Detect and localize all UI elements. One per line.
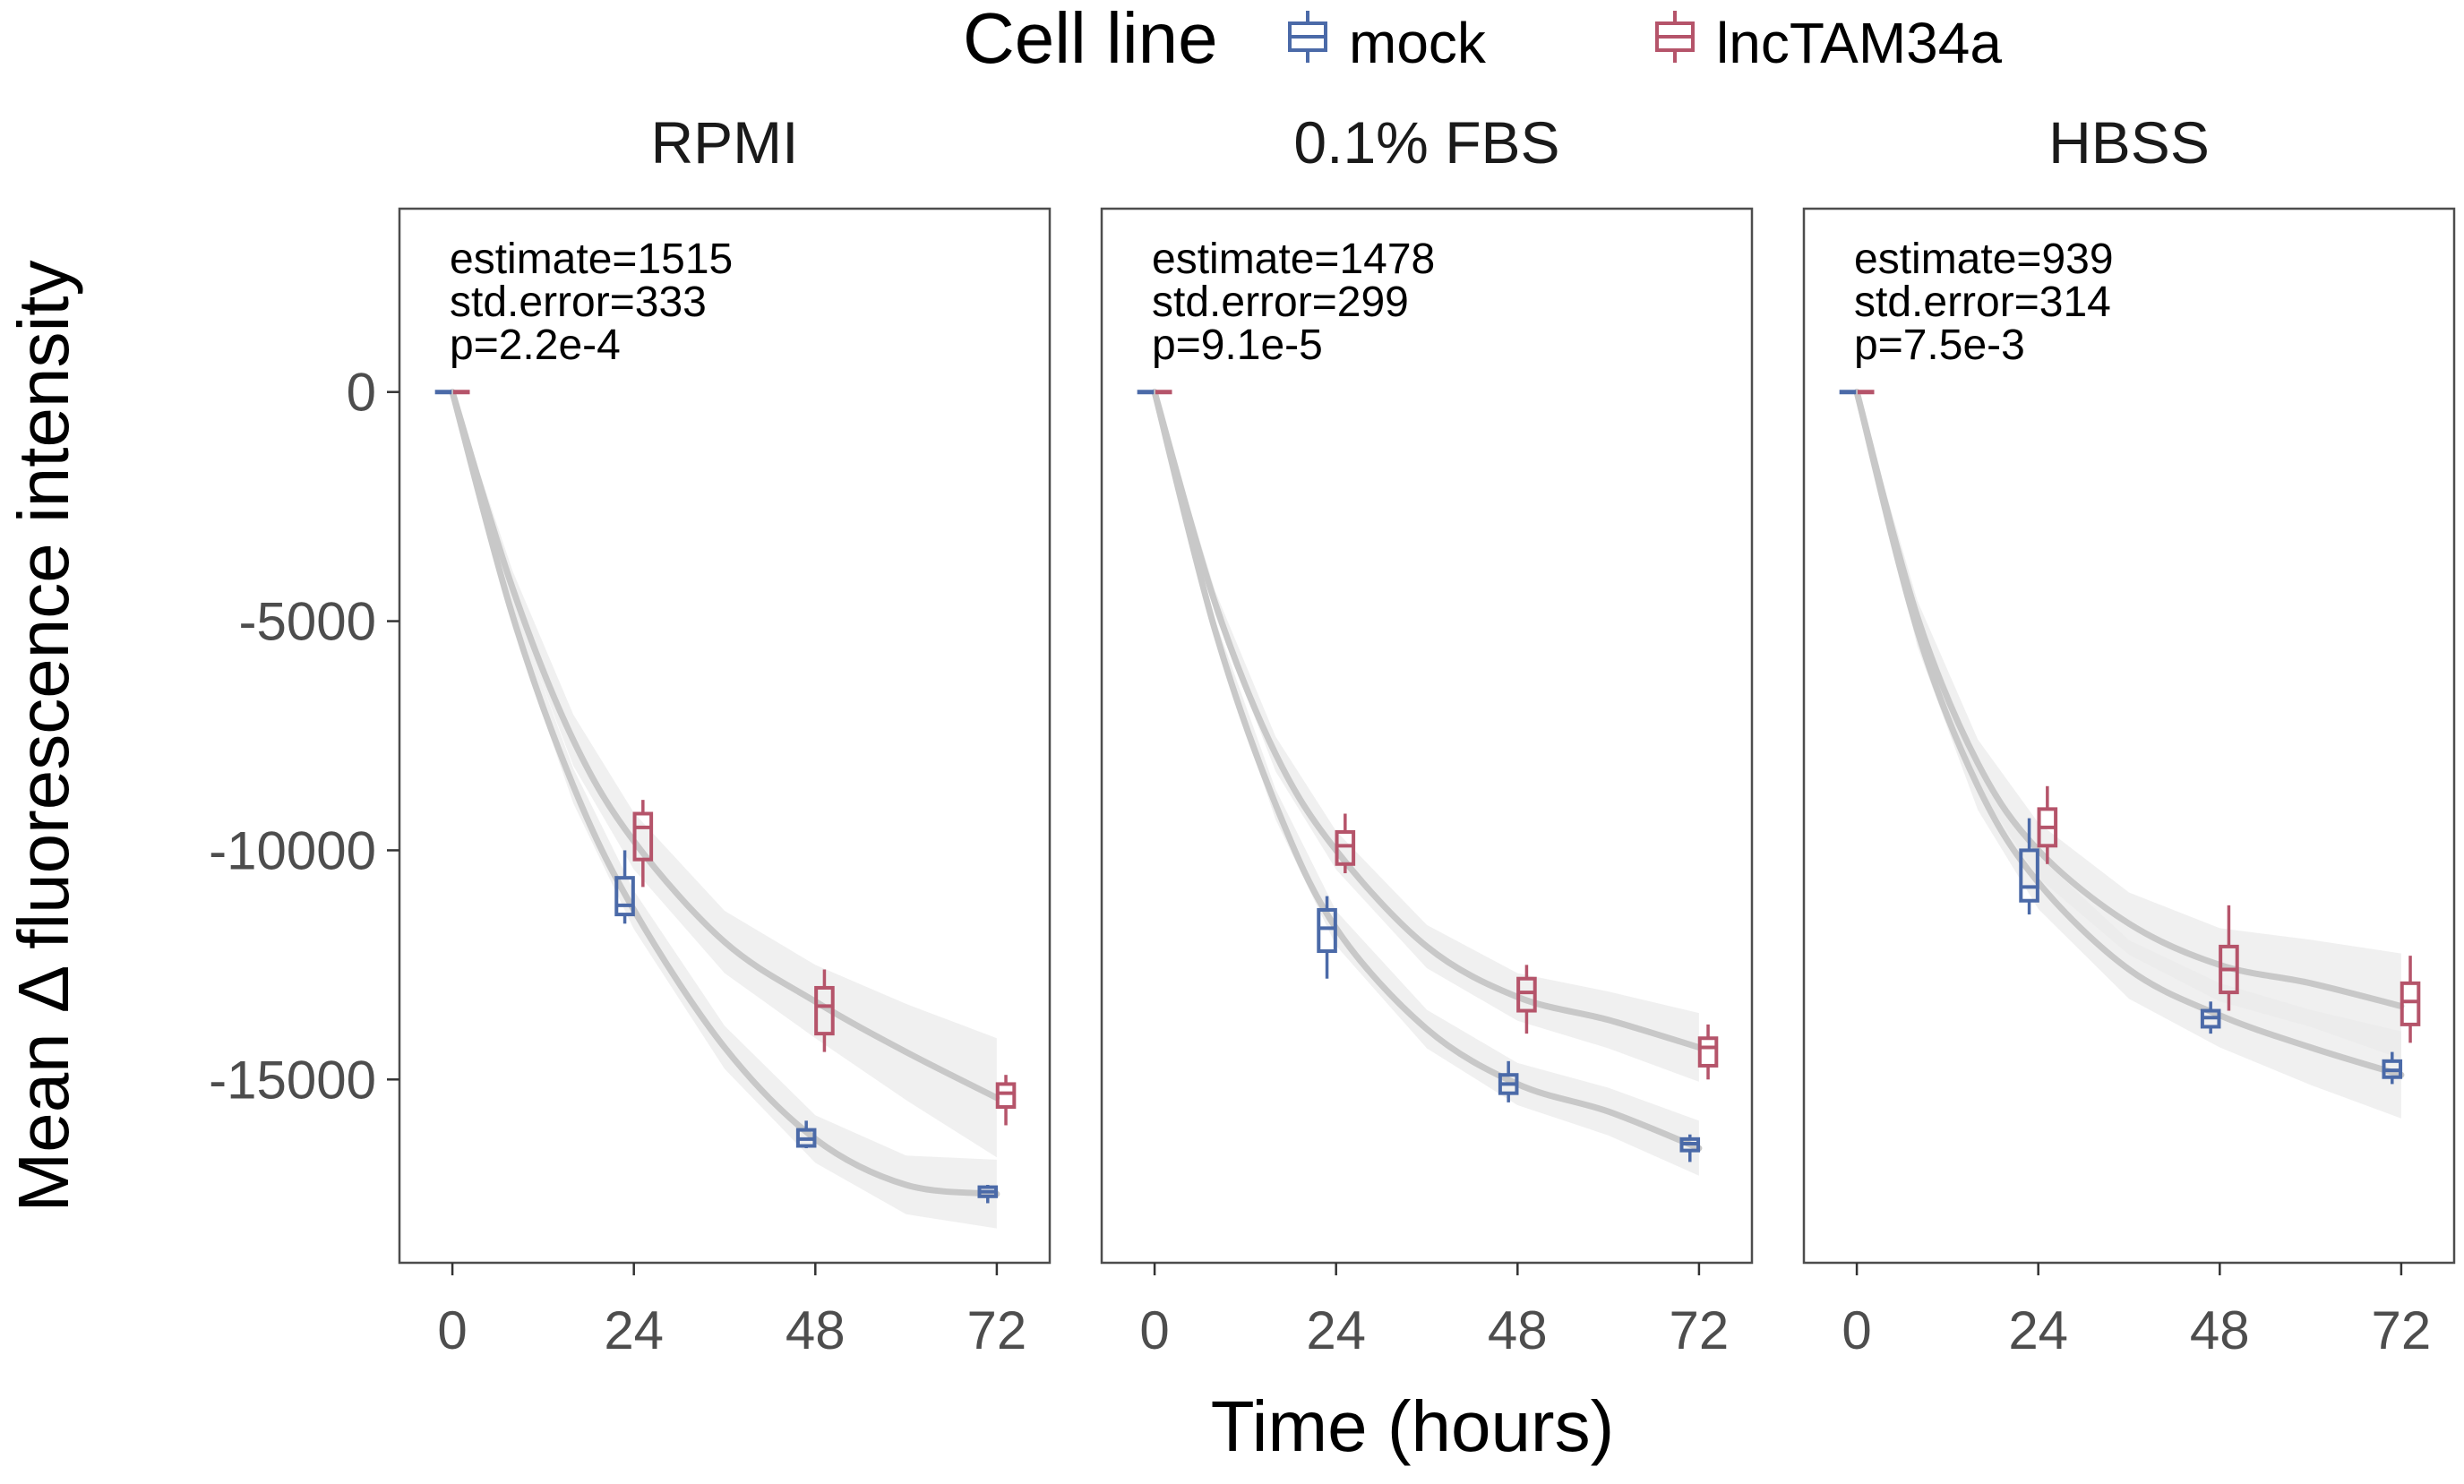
x-axis-title: Time (hours) — [1211, 1386, 1614, 1466]
box-mock-72 — [977, 1185, 999, 1204]
panel-1: 0.1% FBS estimate=1478std.error=299p=9.1e… — [1100, 109, 1754, 1360]
legend: Cell line mock lncTAM34a — [963, 0, 2002, 78]
box-mock-24 — [2019, 818, 2039, 915]
x-tick-label: 48 — [786, 1300, 846, 1360]
box-body — [614, 876, 635, 917]
legend-item-lncTAM34a: lncTAM34a — [1655, 11, 2002, 75]
box-body — [1697, 1036, 1719, 1068]
legend-title: Cell line — [963, 0, 1218, 78]
fit-line-lncTAM34a — [449, 389, 1000, 1102]
box-mock-24 — [614, 850, 635, 924]
x-tick-label: 72 — [1670, 1300, 1730, 1360]
facet-title: RPMI — [651, 109, 799, 176]
box-lncTAM34a-72 — [2400, 956, 2421, 1043]
box-mock-48 — [2200, 1001, 2221, 1034]
annotation-line-1: std.error=299 — [1152, 279, 1409, 326]
legend-label: mock — [1349, 11, 1487, 75]
box-lncTAM34a-72 — [995, 1075, 1017, 1126]
x-tick-label: 0 — [437, 1300, 467, 1360]
box-mock-48 — [795, 1120, 817, 1149]
y-tick-label: -5000 — [239, 592, 376, 652]
x-tick-label: 24 — [1306, 1300, 1366, 1360]
x-tick-label: 72 — [967, 1300, 1027, 1360]
box-body — [1335, 829, 1356, 866]
box-lncTAM34a-24 — [1335, 813, 1356, 874]
box-body — [1317, 907, 1337, 954]
y-tick-label: 0 — [347, 363, 376, 423]
panel-border — [1100, 207, 1754, 1265]
box-body — [632, 811, 654, 862]
annotation-line-2: p=2.2e-4 — [450, 322, 621, 369]
annotation-line-0: estimate=1515 — [450, 236, 733, 283]
box-mock-24 — [1317, 896, 1337, 979]
x-tick-label: 24 — [2008, 1300, 2068, 1360]
facet-title: HBSS — [2048, 109, 2210, 176]
box-lncTAM34a-24 — [632, 800, 654, 888]
x-tick-label: 48 — [2190, 1300, 2250, 1360]
fit-line-mock — [1151, 389, 1703, 1152]
x-tick-label: 48 — [1488, 1300, 1548, 1360]
panel-border — [398, 207, 1052, 1265]
panel-border — [1802, 207, 2456, 1265]
fit-line-mock — [449, 389, 1000, 1197]
box-mock-48 — [1498, 1060, 1519, 1102]
box-mock-72 — [1679, 1134, 1701, 1162]
box-lncTAM34a-24 — [2037, 785, 2058, 864]
legend-label: lncTAM34a — [1716, 11, 2002, 75]
x-tick-label: 0 — [1842, 1300, 1871, 1360]
box-body — [995, 1082, 1017, 1110]
axis-titles: Time (hours) Mean Δ fluorescence intensit… — [4, 261, 1614, 1466]
box-body — [2019, 848, 2039, 903]
box-lncTAM34a-48 — [2219, 905, 2239, 1011]
x-tick-label: 0 — [1139, 1300, 1169, 1360]
facet-title: 0.1% FBS — [1293, 109, 1559, 176]
y-tick-label: -10000 — [209, 820, 376, 880]
x-tick-label: 72 — [2372, 1300, 2432, 1360]
y-axis-title: Mean Δ fluorescence intensity — [4, 261, 83, 1213]
fit-line-mock — [1853, 389, 2405, 1078]
box-body — [814, 985, 835, 1036]
annotation-line-0: estimate=939 — [1854, 236, 2114, 283]
annotation-line-1: std.error=333 — [450, 279, 707, 326]
box-lncTAM34a-72 — [1697, 1024, 1719, 1080]
box-lncTAM34a-48 — [1516, 965, 1537, 1034]
y-tick-label: -15000 — [209, 1050, 376, 1110]
annotation-line-0: estimate=1478 — [1152, 236, 1435, 283]
box-body — [1516, 976, 1537, 1013]
annotation-line-2: p=9.1e-5 — [1152, 322, 1323, 369]
ribbon-mock — [1155, 391, 1699, 1176]
annotation-line-2: p=7.5e-3 — [1854, 322, 2025, 369]
legend-item-mock: mock — [1288, 11, 1487, 75]
box-body — [2400, 981, 2421, 1026]
fit-line-lncTAM34a — [1151, 389, 1703, 1051]
annotation-line-1: std.error=314 — [1854, 279, 2111, 326]
ribbon-lncTAM34a — [1155, 391, 1699, 1082]
ribbon-lncTAM34a — [452, 391, 997, 1158]
box-mock-72 — [2382, 1051, 2403, 1085]
ribbon-mock — [452, 391, 997, 1229]
x-tick-label: 24 — [604, 1300, 664, 1360]
box-lncTAM34a-48 — [814, 969, 835, 1052]
